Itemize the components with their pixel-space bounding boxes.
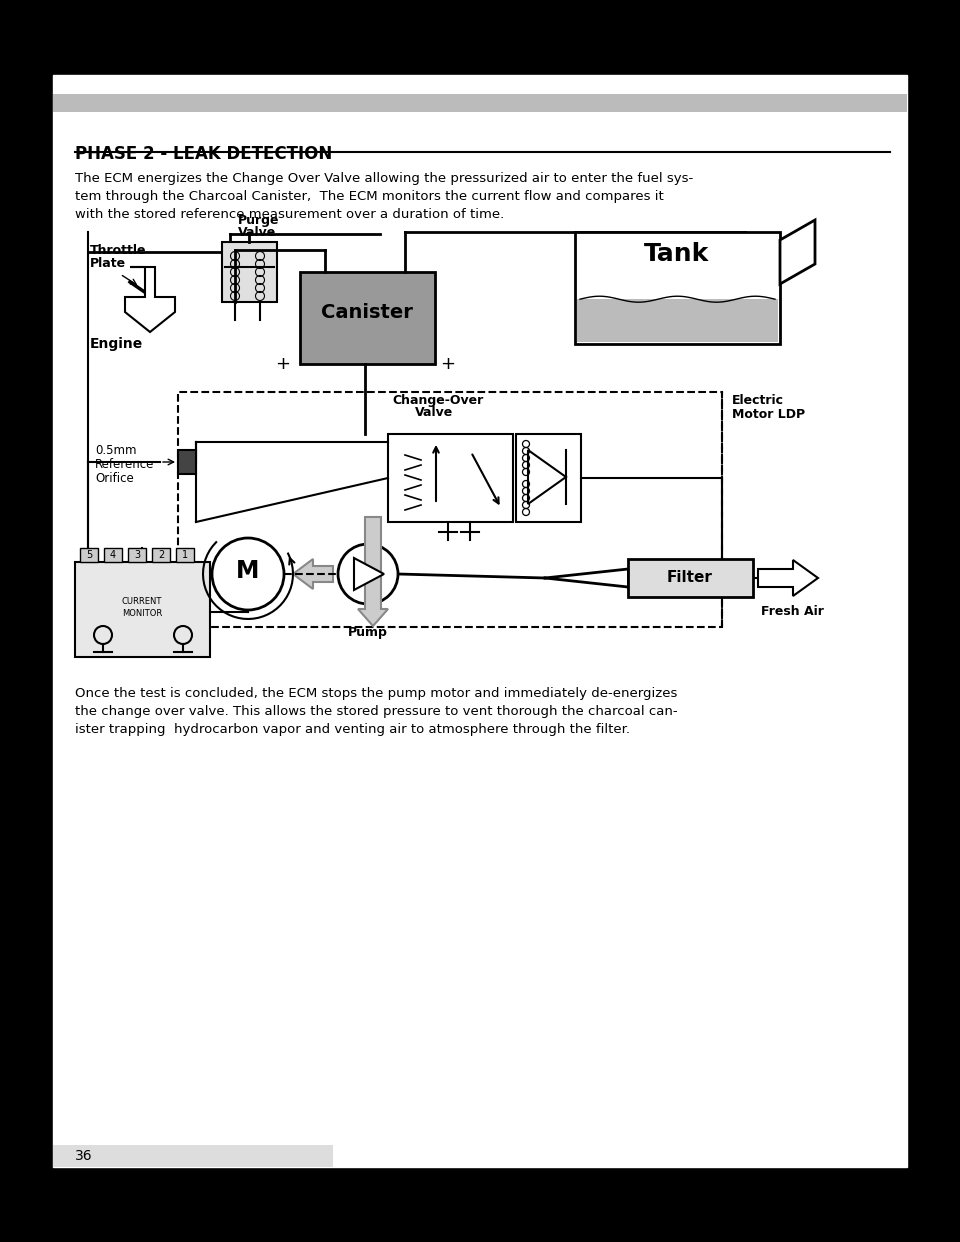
Text: ister trapping  hydrocarbon vapor and venting air to atmosphere through the filt: ister trapping hydrocarbon vapor and ven… [75, 723, 630, 737]
Text: +: + [276, 355, 291, 373]
Text: Change-Over: Change-Over [392, 394, 483, 407]
Text: tem through the Charcoal Canister,  The ECM monitors the current flow and compar: tem through the Charcoal Canister, The E… [75, 190, 663, 202]
Text: Once the test is concluded, the ECM stops the pump motor and immediately de-ener: Once the test is concluded, the ECM stop… [75, 687, 678, 700]
Circle shape [338, 544, 398, 604]
Text: Plate: Plate [90, 257, 126, 270]
Polygon shape [354, 558, 384, 590]
Bar [300, 272, 435, 364]
Bar [388, 433, 513, 522]
Polygon shape [53, 75, 907, 1167]
Text: +: + [441, 355, 455, 373]
Text: Valve: Valve [415, 406, 453, 419]
Text: Canister: Canister [321, 303, 413, 323]
Text: Reference: Reference [95, 458, 155, 471]
Polygon shape [780, 220, 815, 284]
Bar [80, 548, 98, 561]
Text: MONITOR: MONITOR [122, 609, 162, 617]
Text: 2: 2 [157, 550, 164, 560]
Bar [178, 450, 196, 474]
Text: Engine: Engine [90, 337, 143, 351]
Bar [152, 548, 170, 561]
Circle shape [212, 538, 284, 610]
Text: with the stored reference measurement over a duration of time.: with the stored reference measurement ov… [75, 207, 504, 221]
Bar [516, 433, 581, 522]
Bar [222, 242, 277, 302]
Polygon shape [758, 560, 818, 596]
Text: 36: 36 [75, 1149, 92, 1163]
Text: 0.5mm: 0.5mm [95, 443, 136, 457]
Polygon shape [358, 517, 388, 626]
Text: Throttle: Throttle [90, 243, 147, 257]
Bar [128, 548, 146, 561]
Text: Orifice: Orifice [95, 472, 133, 484]
Polygon shape [293, 559, 333, 589]
Bar [577, 299, 778, 342]
Text: Valve: Valve [238, 226, 276, 238]
Polygon shape [125, 267, 175, 332]
Text: PHASE 2 - LEAK DETECTION: PHASE 2 - LEAK DETECTION [75, 145, 332, 163]
Text: 4: 4 [110, 550, 116, 560]
Text: M: M [236, 559, 260, 582]
Bar [53, 1145, 333, 1167]
Text: carmanualsonline.info: carmanualsonline.info [769, 1175, 907, 1189]
Text: CURRENT: CURRENT [122, 597, 162, 606]
Bar [104, 548, 122, 561]
Text: 3: 3 [134, 550, 140, 560]
Bar [75, 561, 210, 657]
Text: Tank: Tank [644, 242, 709, 266]
Text: 1: 1 [182, 550, 188, 560]
Bar [176, 548, 194, 561]
Text: Motor LDP: Motor LDP [732, 409, 805, 421]
Text: The ECM energizes the Change Over Valve allowing the pressurized air to enter th: The ECM energizes the Change Over Valve … [75, 171, 693, 185]
Bar [575, 232, 780, 344]
Text: the change over valve. This allows the stored pressure to vent thorough the char: the change over valve. This allows the s… [75, 705, 678, 718]
Bar [53, 94, 907, 112]
Text: Electric: Electric [732, 394, 784, 407]
Text: Pump: Pump [348, 626, 388, 638]
Text: 5: 5 [85, 550, 92, 560]
Text: Purge: Purge [238, 214, 279, 227]
Text: Fresh Air: Fresh Air [761, 605, 824, 619]
Bar [628, 559, 753, 597]
Bar [178, 392, 722, 627]
Text: Filter: Filter [667, 570, 713, 585]
